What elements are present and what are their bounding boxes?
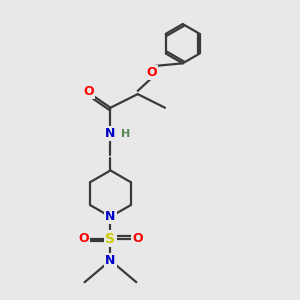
Text: O: O xyxy=(146,66,157,79)
Text: H: H xyxy=(121,129,130,139)
Text: N: N xyxy=(105,210,116,223)
Text: N: N xyxy=(105,254,116,267)
Text: O: O xyxy=(132,232,143,245)
Text: N: N xyxy=(105,127,116,140)
Text: S: S xyxy=(106,232,116,246)
Text: O: O xyxy=(83,85,94,98)
Text: O: O xyxy=(78,232,88,245)
